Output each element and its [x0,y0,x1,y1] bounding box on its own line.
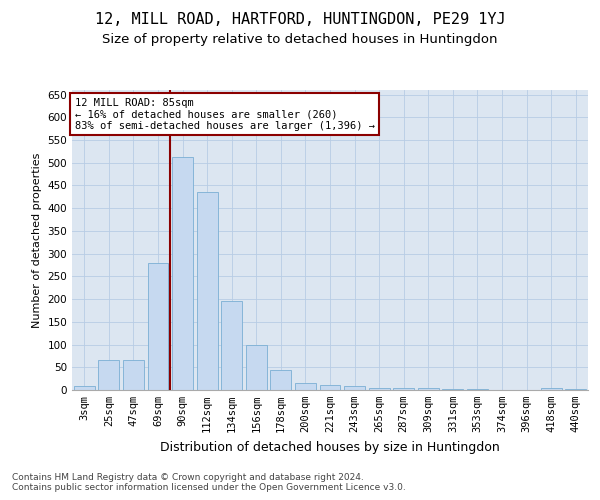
X-axis label: Distribution of detached houses by size in Huntingdon: Distribution of detached houses by size … [160,440,500,454]
Bar [172,157,193,390]
Bar [123,360,144,390]
Bar [246,344,267,390]
Bar [541,388,562,390]
Bar [148,262,169,390]
Bar [393,388,414,390]
Text: 12 MILL ROAD: 85sqm
← 16% of detached houses are smaller (260)
83% of semi-detac: 12 MILL ROAD: 85sqm ← 16% of detached ho… [74,98,374,130]
Bar [221,302,242,390]
Bar [418,388,439,390]
Bar [98,360,119,390]
Text: 12, MILL ROAD, HARTFORD, HUNTINGDON, PE29 1YJ: 12, MILL ROAD, HARTFORD, HUNTINGDON, PE2… [95,12,505,28]
Bar [442,388,463,390]
Bar [467,388,488,390]
Bar [320,386,340,390]
Bar [271,370,292,390]
Text: Size of property relative to detached houses in Huntingdon: Size of property relative to detached ho… [102,32,498,46]
Bar [74,386,95,390]
Text: Contains HM Land Registry data © Crown copyright and database right 2024.: Contains HM Land Registry data © Crown c… [12,473,364,482]
Bar [344,386,365,390]
Bar [295,383,316,390]
Bar [368,388,389,390]
Text: Contains public sector information licensed under the Open Government Licence v3: Contains public sector information licen… [12,483,406,492]
Bar [565,388,586,390]
Y-axis label: Number of detached properties: Number of detached properties [32,152,42,328]
Bar [197,192,218,390]
